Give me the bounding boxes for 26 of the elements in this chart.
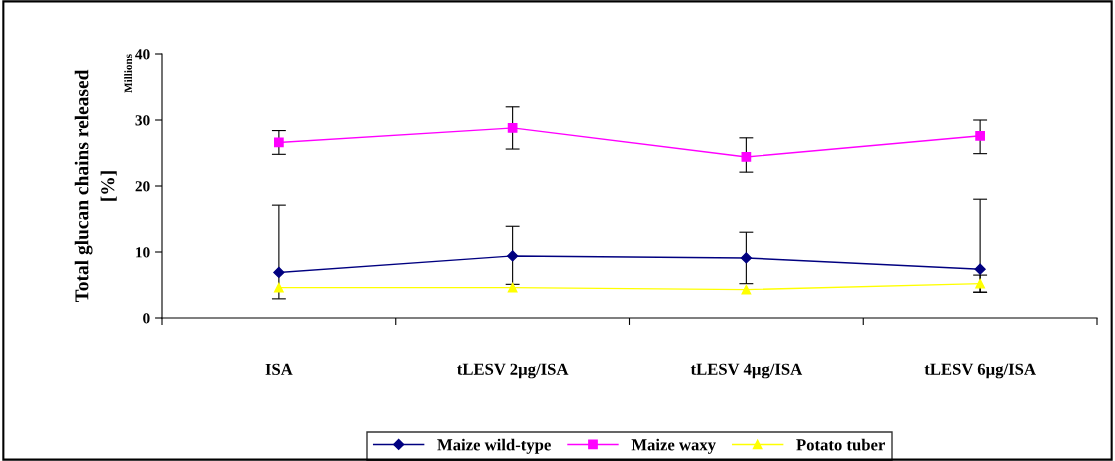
- point: [273, 266, 285, 279]
- point: [740, 252, 752, 264]
- x-tick-label: tLESV 4µg/ISA: [690, 363, 803, 379]
- point: [741, 152, 752, 162]
- y-axis-title: Total glucan chains released [%]: [74, 69, 117, 303]
- y-tick-label: 0: [143, 313, 150, 324]
- point: [741, 284, 752, 295]
- y-tick-label: 30: [135, 115, 150, 126]
- point: [507, 123, 518, 133]
- y-tick-label: 10: [136, 247, 150, 258]
- legend-label: Maize wild-type: [437, 438, 551, 454]
- point: [975, 130, 985, 141]
- point: [975, 278, 985, 289]
- text: Millions: [124, 54, 133, 93]
- legend-label: Maize waxy: [631, 438, 716, 454]
- point: [974, 263, 986, 275]
- legend-label: Potato tuber: [796, 438, 885, 451]
- x-tick-label: tLESV 2µg/ISA: [457, 363, 569, 379]
- point: [507, 250, 519, 262]
- y-tick-label: 20: [135, 181, 150, 192]
- x-tick-label: ISA: [265, 363, 293, 375]
- point: [274, 137, 284, 148]
- point: [507, 282, 518, 293]
- point: [274, 282, 284, 293]
- x-tick-label: tLESV 6µg/ISA: [924, 363, 1036, 379]
- y-tick-label: 40: [135, 49, 150, 60]
